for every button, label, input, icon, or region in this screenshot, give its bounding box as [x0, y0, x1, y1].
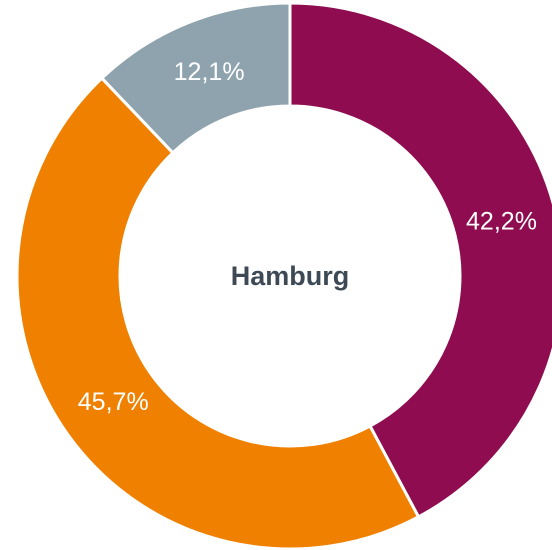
data-label: 42,2% — [466, 208, 537, 236]
slice — [288, 1, 552, 519]
data-label: 45,7% — [78, 388, 149, 416]
chart-title: Hamburg — [231, 261, 350, 291]
data-label: 12,1% — [174, 58, 245, 86]
slice — [15, 76, 421, 550]
slice — [99, 1, 292, 155]
slices — [15, 1, 552, 550]
